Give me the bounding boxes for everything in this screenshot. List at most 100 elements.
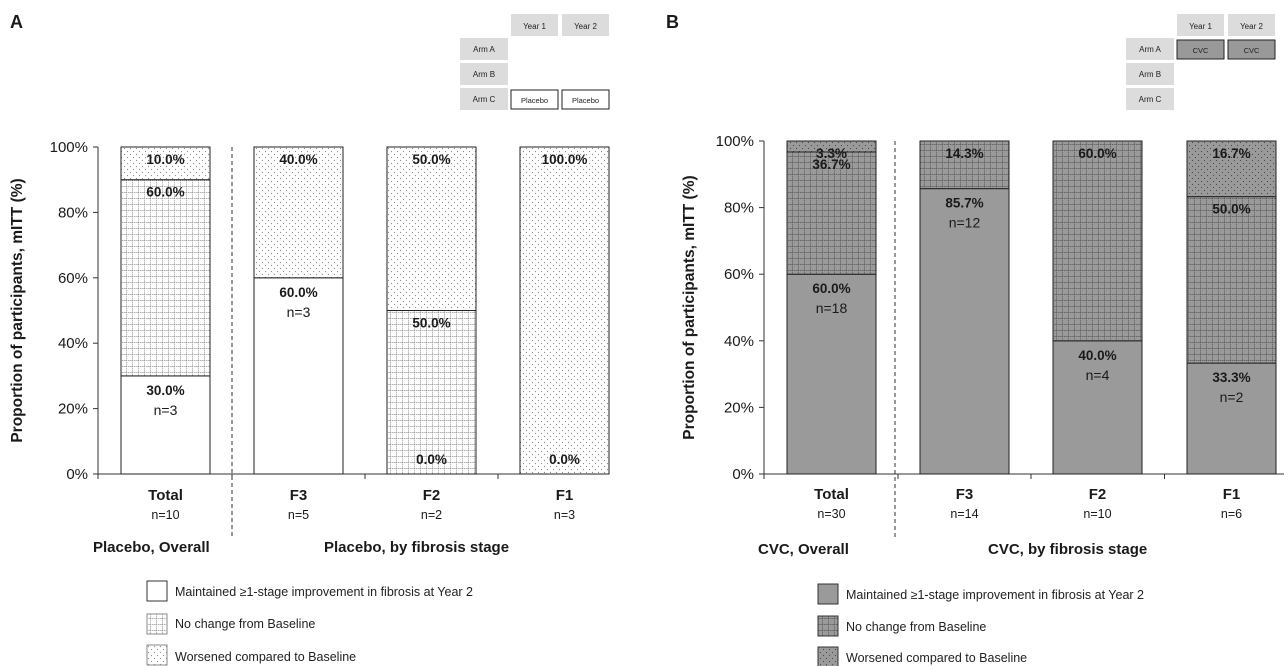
y-tick-label: 80% <box>724 200 754 217</box>
panel-b: B Year 1 Year 2 Arm A Arm B Arm C CVC CV… <box>666 12 1284 666</box>
design-row-label: Arm A <box>1139 45 1161 54</box>
design-cell-cvc <box>1176 39 1225 60</box>
legend-swatch-nochange <box>817 615 839 637</box>
bar-segment <box>120 375 211 475</box>
legend-swatch-nochange <box>146 613 168 635</box>
data-label: 85.7% <box>945 196 983 211</box>
group-label-by-stage: Placebo, by fibrosis stage <box>324 539 509 556</box>
design-row-label-bg <box>460 38 508 60</box>
data-label: 50.0% <box>1212 202 1250 217</box>
bar-segment <box>786 273 877 475</box>
group-label-overall: Placebo, Overall <box>93 539 210 556</box>
data-label: 0.0% <box>549 452 580 467</box>
category-label: F1 <box>1223 486 1241 503</box>
design-row-label: Arm C <box>1139 95 1162 104</box>
group-label-overall: CVC, Overall <box>758 541 849 558</box>
n-label: n=2 <box>1220 389 1244 405</box>
n-label: n=3 <box>154 402 178 418</box>
legend-label: Worsened compared to Baseline <box>846 651 1027 665</box>
category-label: Total <box>814 486 849 503</box>
bar-segment <box>519 146 610 475</box>
data-label: 30.0% <box>146 383 184 398</box>
design-table-a: Year 1 Year 2 Arm A Arm B Arm C Placebo … <box>460 14 610 110</box>
bar-segment <box>919 140 1010 190</box>
panel-a-letter: A <box>10 12 23 32</box>
bar-segment <box>1186 196 1277 364</box>
bar-segment <box>1052 140 1143 342</box>
design-col-header-bg <box>511 14 558 36</box>
data-label: 3.3% <box>816 146 847 161</box>
data-label: 60.0% <box>146 185 184 200</box>
y-tick-label: 100% <box>50 139 88 156</box>
chart-b: 0% 20% 40% 60% 80% 100% Proportion of particip… <box>681 133 1284 539</box>
n-label: n=18 <box>816 300 848 316</box>
bar-segment <box>120 146 211 181</box>
legend-a: Maintained ≥1-stage improvement in fibro… <box>146 580 473 666</box>
legend-swatch-maintained <box>817 583 839 605</box>
design-cell-text: Placebo <box>572 96 599 105</box>
design-cell-text: Placebo <box>521 96 548 105</box>
data-label: 40.0% <box>279 152 317 167</box>
design-col-header-bg <box>562 14 609 36</box>
design-row-label: Arm C <box>473 95 496 104</box>
legend-label: No change from Baseline <box>175 617 315 631</box>
data-label: 16.7% <box>1212 146 1250 161</box>
bar-segment <box>1186 362 1277 475</box>
y-tick-label: 0% <box>732 466 754 483</box>
category-label: F2 <box>1089 486 1107 503</box>
panel-b-letter: B <box>666 12 679 32</box>
y-tick-label: 100% <box>716 133 754 150</box>
category-n-label: n=14 <box>950 507 978 521</box>
category-label: F3 <box>956 486 974 503</box>
category-n-label: n=10 <box>151 508 179 522</box>
bar-segment <box>253 146 344 279</box>
y-tick-label: 40% <box>724 333 754 350</box>
group-label-by-stage: CVC, by fibrosis stage <box>988 541 1147 558</box>
design-row-label: Arm B <box>1139 70 1161 79</box>
y-tick-label: 20% <box>58 401 88 418</box>
legend-swatch-worsened <box>146 644 168 666</box>
design-row-label-bg <box>1126 88 1174 110</box>
design-cell-placebo <box>510 89 559 110</box>
bar-segment <box>919 188 1010 475</box>
category-n-label: n=10 <box>1083 507 1111 521</box>
legend-label: No change from Baseline <box>846 620 986 634</box>
legend-swatch-worsened <box>817 646 839 666</box>
design-col-header: Year 1 <box>523 22 546 31</box>
chart-a: 0% 20% 40% 60% 80% 100% Proportion of particip… <box>9 139 610 539</box>
bar-segment <box>786 140 877 153</box>
data-label: 36.7% <box>812 157 850 172</box>
design-col-header: Year 2 <box>574 22 597 31</box>
y-tick-label: 40% <box>58 335 88 352</box>
design-row-label-bg <box>460 63 508 85</box>
bar-segment <box>1186 140 1277 198</box>
category-n-label: n=2 <box>421 508 442 522</box>
y-tick-label: 20% <box>724 399 754 416</box>
category-label: F2 <box>423 487 441 504</box>
category-n-label: n=6 <box>1221 507 1242 521</box>
legend-label: Maintained ≥1-stage improvement in fibro… <box>846 588 1144 602</box>
bar-segment <box>386 146 477 311</box>
data-label: 40.0% <box>1078 348 1116 363</box>
data-label: 60.0% <box>279 285 317 300</box>
legend-label: Worsened compared to Baseline <box>175 650 356 664</box>
legend-b: Maintained ≥1-stage improvement in fibro… <box>817 583 1144 666</box>
y-tick-label: 60% <box>58 270 88 287</box>
design-cell-cvc <box>1227 39 1276 60</box>
data-label: 0.0% <box>416 452 447 467</box>
n-label: n=4 <box>1086 367 1110 383</box>
data-label: 33.3% <box>1212 370 1250 385</box>
legend-label: Maintained ≥1-stage improvement in fibro… <box>175 585 473 599</box>
category-label: F1 <box>556 487 574 504</box>
design-row-label: Arm A <box>473 45 495 54</box>
bar-segment <box>253 277 344 475</box>
bar-segment <box>786 151 877 275</box>
y-tick-label: 0% <box>66 466 88 483</box>
data-label: 14.3% <box>945 146 983 161</box>
bar-segment <box>386 310 477 475</box>
data-label: 60.0% <box>1078 146 1116 161</box>
data-label: 100.0% <box>542 152 588 167</box>
design-row-label-bg <box>460 88 508 110</box>
y-axis-title: Proportion of participants, mITT (%) <box>681 175 698 439</box>
